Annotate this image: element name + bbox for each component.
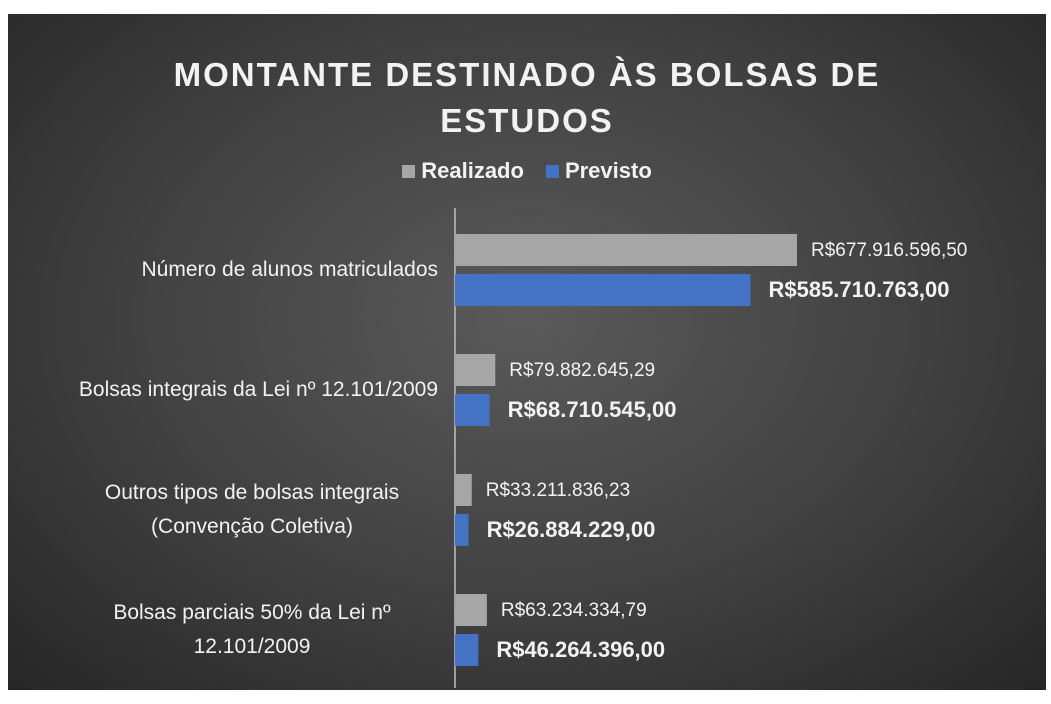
bar [455,394,490,426]
category-label: Outros tipos de bolsas integrais (Conven… [104,481,400,538]
data-label: R$46.264.396,00 [496,637,665,662]
legend-swatch [402,164,416,178]
bar [455,274,751,306]
category-label: Número de alunos matriculados [141,258,438,281]
plot: R$677.916.596,50 R$585.710.763,00 R$79.882… [454,208,967,688]
legend-label: Previsto [564,158,652,183]
bar [455,474,472,506]
category-label: Bolsas integrais da Lei nº 12.101/2009 [78,378,438,401]
bar [455,514,469,546]
legend-item: Previsto [545,158,652,184]
data-label: R$677.916.596,50 [811,240,967,261]
category-label: Bolsas parciais 50% da Lei nº 12.101/200… [113,601,391,658]
data-label: R$63.234.334,79 [501,600,647,621]
bar [455,634,479,666]
data-label: R$68.710.545,00 [508,397,677,422]
chart-title: MONTANTE DESTINADO ÀS BOLSAS DE ESTUDOS [173,56,881,139]
bar [455,354,496,386]
bar [455,234,797,266]
legend-item: Realizado [402,158,524,184]
data-label: R$79.882.645,29 [509,360,655,381]
data-label: R$585.710.763,00 [768,277,949,302]
chart: R$677.916.596,50 R$585.710.763,00 R$79.882… [8,14,1046,690]
legend-label: Realizado [421,158,524,183]
bar [455,594,487,626]
data-label: R$33.211.836,23 [486,480,630,501]
legend-swatch [545,164,559,178]
legend: Realizado Previsto [8,158,1046,184]
data-label: R$26.884.229,00 [487,517,656,542]
